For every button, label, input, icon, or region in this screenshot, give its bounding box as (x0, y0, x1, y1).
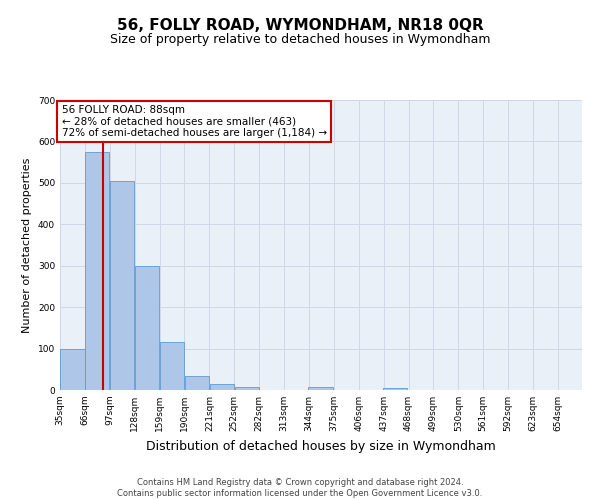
Bar (209, 384, 234, 390)
Bar (160, 342, 184, 390)
Y-axis label: Number of detached properties: Number of detached properties (22, 158, 32, 332)
Text: 56 FOLLY ROAD: 88sqm
← 28% of detached houses are smaller (463)
72% of semi-deta: 56 FOLLY ROAD: 88sqm ← 28% of detached h… (62, 105, 327, 138)
Bar (308, 386, 333, 390)
Bar (185, 376, 209, 390)
Text: Size of property relative to detached houses in Wymondham: Size of property relative to detached ho… (110, 32, 490, 46)
Text: Contains HM Land Registry data © Crown copyright and database right 2024.
Contai: Contains HM Land Registry data © Crown c… (118, 478, 482, 498)
X-axis label: Distribution of detached houses by size in Wymondham: Distribution of detached houses by size … (146, 440, 496, 452)
Bar (383, 388, 407, 390)
Text: 56, FOLLY ROAD, WYMONDHAM, NR18 0QR: 56, FOLLY ROAD, WYMONDHAM, NR18 0QR (116, 18, 484, 32)
Bar (61, 348, 85, 390)
Bar (85, 152, 109, 390)
Bar (135, 266, 159, 390)
Bar (235, 386, 259, 390)
Bar (110, 181, 134, 390)
